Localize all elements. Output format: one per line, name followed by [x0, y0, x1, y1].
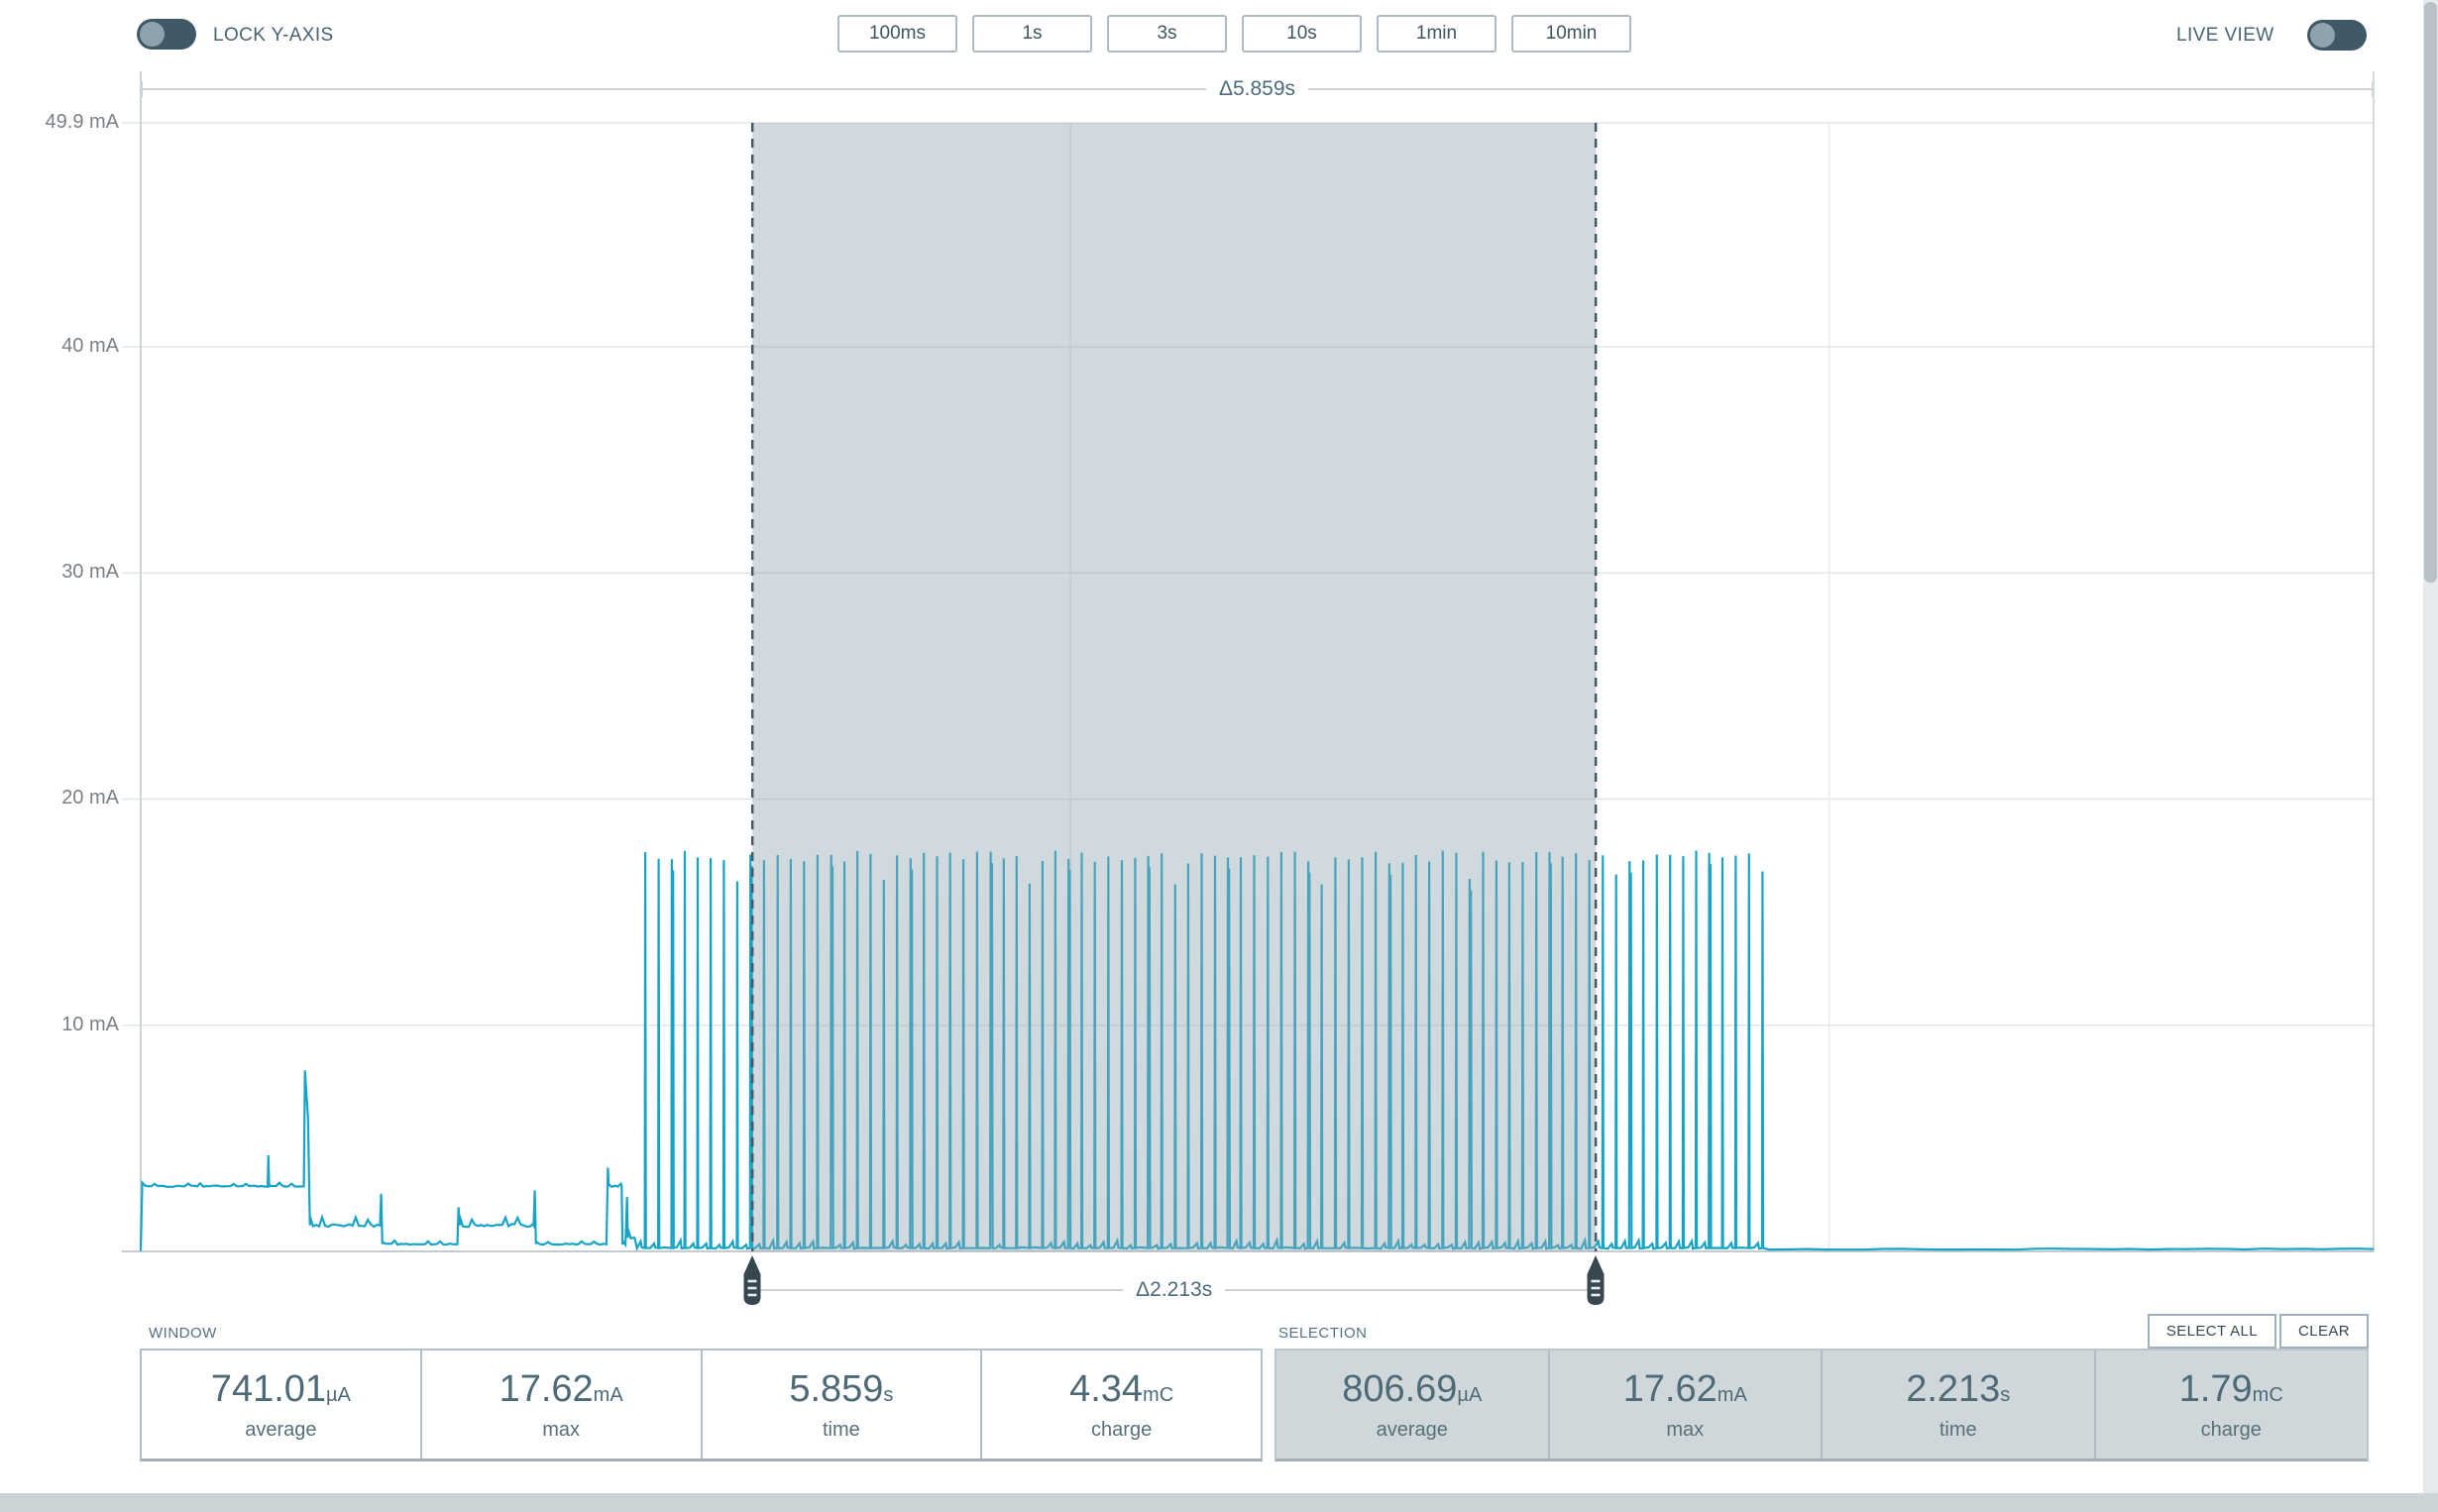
stat-unit: mA — [1717, 1383, 1747, 1406]
stat-unit: mA — [593, 1383, 623, 1406]
window-charge-stat: 4.34mC charge — [980, 1350, 1261, 1458]
selection-duration-ruler: Δ2.213s — [752, 1278, 1597, 1301]
y-axis: 49.9 mA 40 mA 30 mA 20 mA 10 mA — [0, 0, 131, 1288]
stat-label: time — [822, 1418, 860, 1441]
preset-3s-button[interactable]: 3s — [1107, 15, 1227, 53]
vertical-scrollbar-thumb[interactable] — [2424, 2, 2437, 583]
stat-unit: s — [2000, 1383, 2011, 1406]
stat-value: 17.62 — [1622, 1367, 1718, 1410]
stat-label: average — [1376, 1418, 1448, 1441]
stat-unit: mC — [2252, 1383, 2283, 1406]
window-max-stat: 17.62mA max — [419, 1350, 701, 1458]
selection-max-stat: 17.62mA max — [1547, 1350, 1822, 1458]
live-view-toggle[interactable] — [2307, 20, 2367, 51]
clear-button[interactable]: CLEAR — [2278, 1314, 2369, 1349]
stat-unit: s — [883, 1383, 894, 1406]
stat-label: average — [245, 1418, 317, 1441]
toggle-knob-icon — [2310, 23, 2335, 48]
ruler-line — [143, 88, 1206, 90]
current-chart[interactable] — [122, 71, 2375, 1252]
y-axis-label: 49.9 mA — [45, 111, 119, 133]
window-average-stat: 741.01µA average — [142, 1350, 420, 1458]
stat-unit: µA — [1457, 1383, 1483, 1406]
window-stats-panel: 741.01µA average 17.62mA max 5.859s time… — [140, 1349, 1263, 1461]
stat-value: 1.79 — [2178, 1367, 2253, 1410]
stat-label: time — [1939, 1418, 1977, 1441]
ruler-line — [752, 1289, 1124, 1291]
lock-y-axis-label: LOCK Y-AXIS — [213, 25, 334, 46]
preset-10s-button[interactable]: 10s — [1242, 15, 1362, 53]
y-axis-label: 20 mA — [61, 787, 119, 810]
window-panel-title: WINDOW — [149, 1325, 217, 1342]
selection-charge-stat: 1.79mC charge — [2093, 1350, 2368, 1458]
stat-unit: µA — [326, 1383, 351, 1406]
selection-actions: SELECT ALL CLEAR — [2147, 1314, 2369, 1349]
stat-label: max — [1666, 1418, 1705, 1441]
y-axis-label: 40 mA — [61, 334, 119, 357]
selection-overlay[interactable] — [752, 123, 1597, 1251]
stat-unit: mC — [1143, 1383, 1174, 1406]
stat-label: charge — [2200, 1418, 2262, 1441]
stat-value: 5.859 — [789, 1367, 884, 1410]
stat-label: max — [542, 1418, 581, 1441]
selection-handle-right-icon[interactable] — [1585, 1254, 1607, 1306]
y-axis-label: 10 mA — [61, 1013, 119, 1035]
window-time-stat: 5.859s time — [700, 1350, 981, 1458]
selection-average-stat: 806.69µA average — [1276, 1350, 1548, 1458]
window-duration-ruler: Δ5.859s — [141, 77, 2374, 100]
selection-stats-panel: 806.69µA average 17.62mA max 2.213s time… — [1274, 1349, 2369, 1461]
stat-value: 17.62 — [499, 1367, 594, 1410]
stat-value: 806.69 — [1342, 1367, 1458, 1410]
horizontal-scrollbar — [0, 1493, 2438, 1512]
window-delta-label: Δ5.859s — [1218, 77, 1296, 100]
stat-value: 2.213 — [1906, 1367, 2001, 1410]
toggle-knob-icon — [140, 22, 165, 47]
select-all-button[interactable]: SELECT ALL — [2147, 1314, 2276, 1349]
stat-label: charge — [1091, 1418, 1153, 1441]
time-window-presets: 100ms 1s 3s 10s 1min 10min — [837, 15, 1631, 53]
selection-time-stat: 2.213s time — [1821, 1350, 2094, 1458]
stat-value: 741.01 — [210, 1367, 327, 1410]
ruler-line — [1225, 1289, 1597, 1291]
selection-delta-label: Δ2.213s — [1136, 1278, 1213, 1301]
ruler-line — [1308, 88, 2372, 90]
preset-1min-button[interactable]: 1min — [1377, 15, 1496, 53]
selection-handle-left-icon[interactable] — [741, 1254, 763, 1306]
y-axis-label: 30 mA — [61, 561, 119, 584]
stat-value: 4.34 — [1069, 1367, 1144, 1410]
live-view-label: LIVE VIEW — [2176, 25, 2274, 46]
current-waveform — [139, 850, 2375, 1252]
selection-panel-title: SELECTION — [1278, 1325, 1368, 1342]
preset-100ms-button[interactable]: 100ms — [837, 15, 957, 53]
preset-10min-button[interactable]: 10min — [1511, 15, 1631, 53]
preset-1s-button[interactable]: 1s — [972, 15, 1092, 53]
lock-y-axis-toggle[interactable] — [137, 19, 196, 50]
